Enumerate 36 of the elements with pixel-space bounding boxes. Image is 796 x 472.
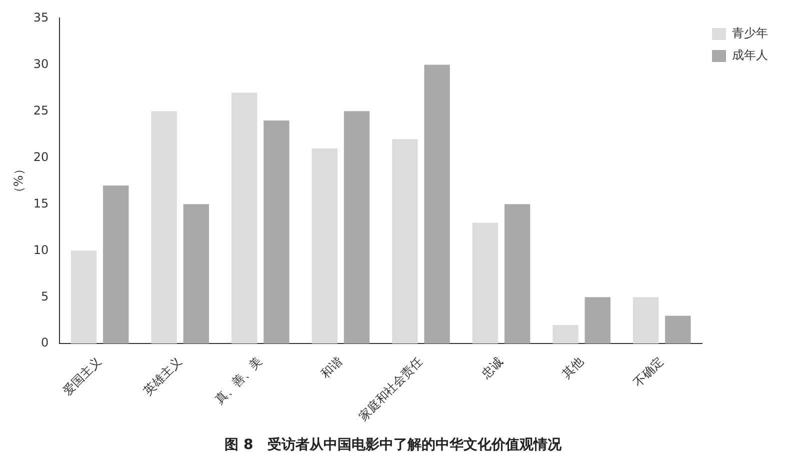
x-tick-label: 和谐: [318, 354, 346, 382]
legend-label: 青少年: [732, 26, 768, 40]
bar: [103, 186, 129, 344]
bar: [552, 325, 578, 344]
bar: [584, 297, 610, 344]
y-tick-label: 35: [33, 10, 49, 24]
y-tick-label: 25: [33, 103, 49, 118]
y-tick-label: 10: [33, 242, 49, 257]
x-tick-label: 不确定: [630, 354, 666, 390]
bar: [183, 204, 210, 344]
bar: [504, 204, 530, 344]
x-tick-label: 忠诚: [478, 354, 506, 382]
text: 图 8 受访者从中国电影中了解的中华文化价值观情况: [224, 436, 562, 454]
y-tick-label: 5: [41, 289, 49, 304]
legend-label: 成年人: [732, 48, 768, 62]
bar: [151, 111, 177, 344]
x-tick-label: 家庭和社会责任: [356, 354, 426, 424]
x-tick-label: 真、善、美: [212, 354, 265, 406]
bar: [472, 222, 498, 344]
bar: [231, 92, 258, 344]
bar: [264, 120, 290, 344]
x-tick-label: 英雄主义: [140, 354, 184, 398]
x-tick-label: 其他: [559, 354, 586, 382]
x-tick-label: 爱国主义: [60, 354, 104, 398]
y-tick-label: 30: [33, 56, 49, 71]
bar: [392, 139, 418, 344]
bar: [70, 250, 97, 344]
bar: [424, 64, 450, 344]
y-tick-label: 15: [33, 196, 49, 210]
bar: [632, 297, 659, 344]
bar: [312, 148, 338, 344]
y-tick-label: 0: [41, 336, 49, 350]
bar: [665, 316, 691, 344]
y-tick-label: 20: [33, 150, 49, 164]
bar: [344, 111, 370, 344]
y-axis-title: （%）: [11, 163, 26, 199]
